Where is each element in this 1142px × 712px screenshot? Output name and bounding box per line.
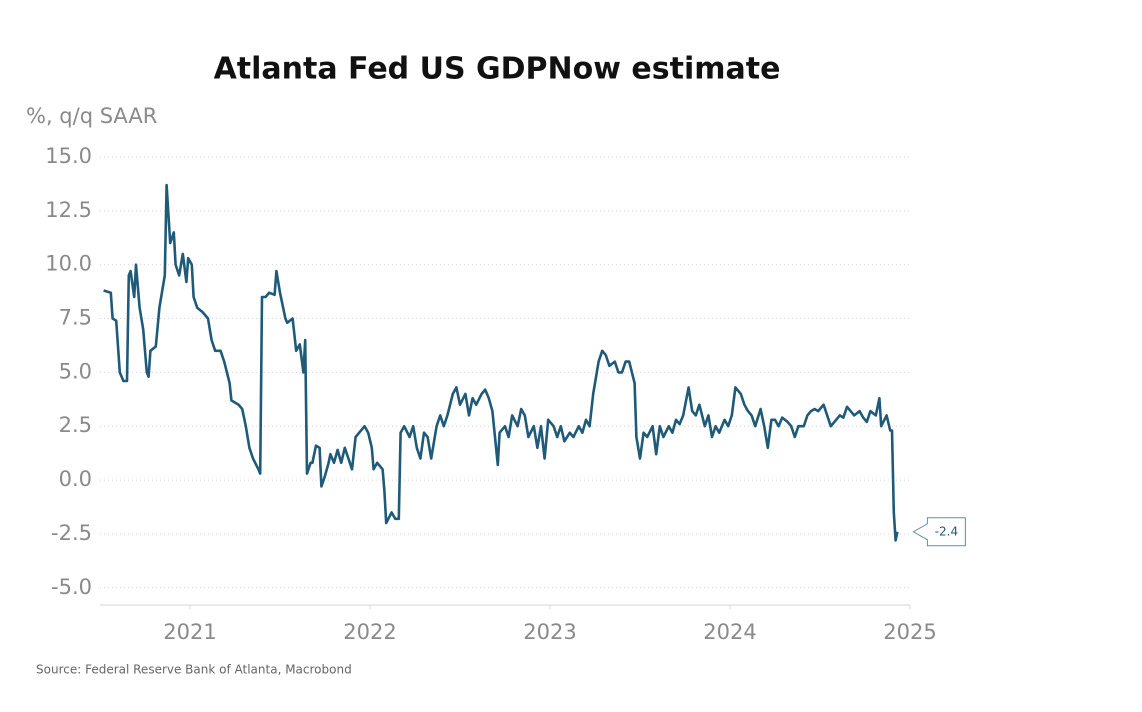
- source-note: Source: Federal Reserve Bank of Atlanta,…: [36, 663, 352, 677]
- y-tick-label: 2.5: [59, 413, 92, 437]
- y-tick-label: -5.0: [51, 575, 92, 599]
- y-axis-label: %, q/q SAAR: [26, 104, 157, 128]
- y-tick-label: 7.5: [59, 306, 92, 330]
- y-tick-label: 15.0: [45, 144, 92, 168]
- last-value-label: -2.4: [935, 524, 958, 538]
- y-tick-label: 10.0: [45, 252, 92, 276]
- last-value-callout: [912, 517, 966, 547]
- data-line: [103, 183, 899, 542]
- y-tick-label: 12.5: [45, 198, 92, 222]
- chart-title: Atlanta Fed US GDPNow estimate: [214, 52, 781, 87]
- x-tick-label: 2023: [523, 620, 576, 644]
- x-tick-label: 2022: [343, 620, 396, 644]
- y-tick-label: -2.5: [51, 521, 92, 545]
- y-tick-label: 5.0: [59, 359, 92, 383]
- x-tick-label: 2021: [163, 620, 216, 644]
- x-tick-label: 2025: [883, 620, 936, 644]
- y-tick-label: 0.0: [59, 467, 92, 491]
- x-tick-label: 2024: [703, 620, 756, 644]
